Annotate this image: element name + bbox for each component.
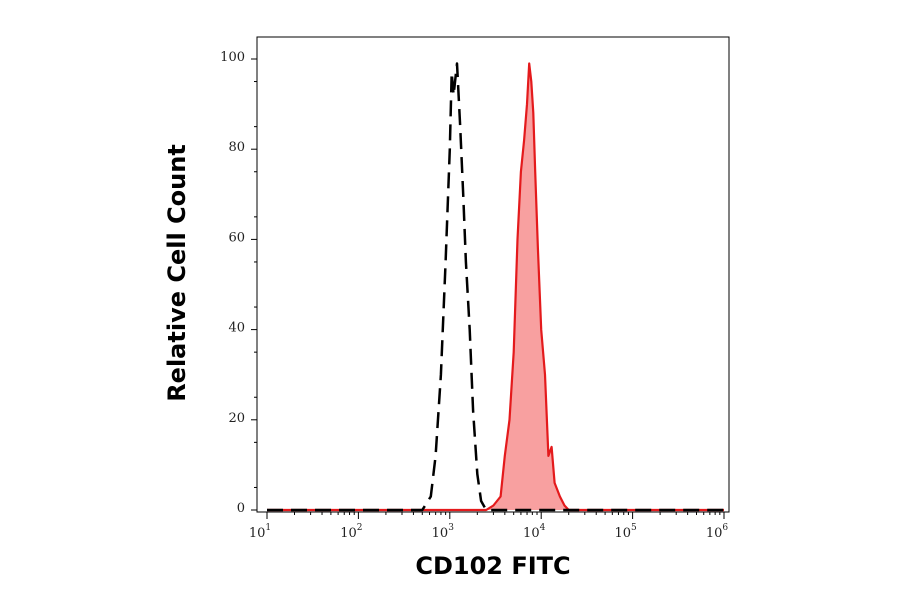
series-layer [267, 62, 724, 512]
series-line-1 [267, 62, 724, 512]
x-tick-label: 104 [523, 523, 546, 541]
series-line-0 [267, 62, 724, 512]
x-tick-label: 102 [340, 523, 362, 541]
y-axis: 0 20 40 60 80 100 [220, 50, 257, 516]
x-axis: 101 102 103 104 105 106 [249, 512, 729, 541]
y-tick-label: 20 [228, 411, 245, 426]
x-tick-label: 103 [432, 523, 455, 541]
y-tick-label: 60 [228, 230, 245, 245]
series-fill-0 [267, 63, 724, 510]
x-tick-label: 105 [614, 523, 637, 541]
plot-frame [256, 36, 730, 513]
y-axis-label: Relative Cell Count [163, 144, 191, 402]
y-tick-label: 40 [228, 321, 245, 336]
y-tick-label: 100 [220, 50, 245, 65]
x-axis-label: CD102 FITC [415, 552, 570, 580]
x-tick-label: 106 [706, 523, 729, 541]
y-tick-label: 0 [237, 501, 245, 516]
x-tick-label: 101 [249, 523, 271, 541]
y-tick-label: 80 [228, 140, 245, 155]
